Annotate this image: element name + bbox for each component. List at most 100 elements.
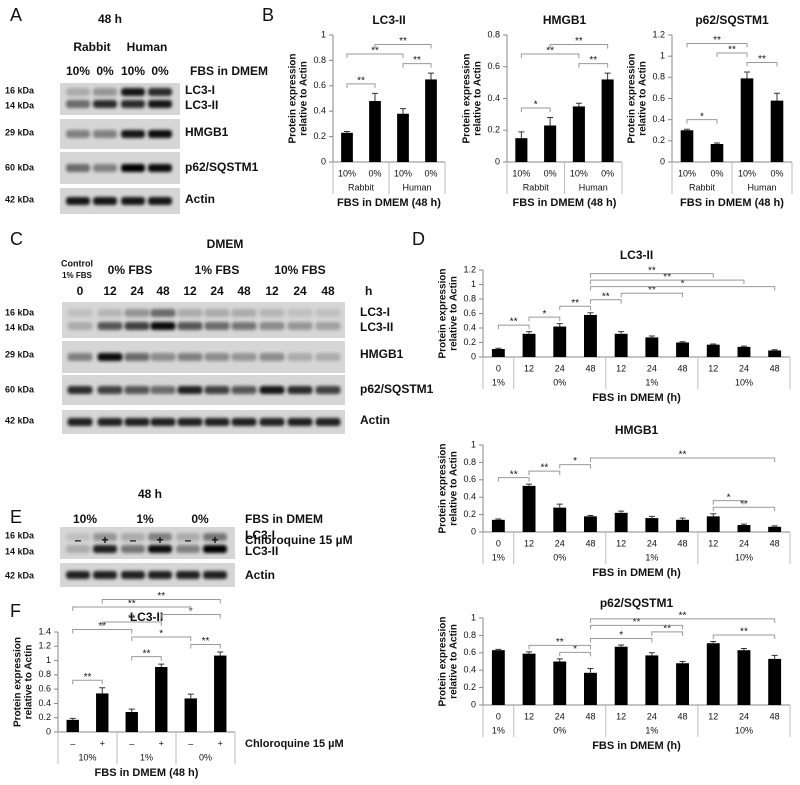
bar	[710, 144, 724, 162]
y-tick-label: 0.8	[38, 669, 51, 679]
error-bar	[428, 72, 434, 80]
error-bar	[128, 708, 135, 712]
bar	[680, 130, 694, 162]
panel-letter: F	[10, 601, 21, 621]
blot-band	[231, 386, 257, 394]
blot-band	[93, 545, 117, 553]
significance-bracket	[712, 634, 776, 639]
blot-band	[287, 309, 313, 317]
marker-label: 42 kDa	[5, 194, 35, 204]
y-tick-label: 0	[471, 526, 476, 536]
blot-band	[67, 418, 93, 426]
bar	[601, 79, 614, 162]
blot-group: 0%	[191, 512, 209, 526]
blot-band	[231, 353, 257, 361]
blot-band	[93, 130, 117, 138]
x-tick-label: 24	[647, 711, 657, 721]
x-tick-label: 24	[647, 363, 657, 373]
error-bar	[217, 651, 224, 656]
lane-label: 0%	[151, 64, 169, 78]
blot-band	[177, 353, 203, 361]
significance-label: *	[619, 630, 623, 641]
blot-band	[124, 353, 150, 361]
panel-letter: B	[262, 5, 274, 25]
bar	[645, 337, 659, 357]
significance-label: **	[728, 45, 736, 56]
y-tick-label: 0.4	[313, 106, 326, 116]
blot-band	[150, 322, 176, 330]
y-axis-label: relative to Actin	[449, 451, 460, 526]
error-bar	[740, 345, 747, 347]
significance-label: **	[663, 624, 671, 635]
blot-band	[148, 571, 172, 579]
error-bar	[587, 667, 594, 673]
protein-label: p62/SQSTM1	[185, 160, 259, 174]
lane-label: +	[156, 533, 163, 547]
bar	[369, 101, 381, 162]
bar	[768, 526, 782, 532]
error-bar	[587, 514, 594, 517]
group-label: 1%	[492, 552, 505, 562]
blot-header: 48 h	[98, 12, 122, 26]
significance-bracket	[346, 53, 404, 59]
bar	[676, 342, 689, 357]
significance-label: **	[202, 636, 210, 647]
blot-band	[97, 322, 123, 330]
significance-bracket	[589, 273, 714, 278]
blot-band	[176, 533, 200, 541]
bar	[553, 326, 567, 357]
x-tick-label: 0%	[710, 168, 723, 178]
y-axis-label: relative to Actin	[24, 645, 35, 720]
significance-label: **	[740, 627, 748, 638]
bar	[584, 314, 597, 357]
y-tick-label: 0.6	[463, 647, 476, 657]
lane-label: +	[211, 533, 218, 547]
group-label: 10%	[735, 552, 753, 562]
blot-band	[176, 545, 200, 553]
y-tick-label: 0.4	[487, 93, 500, 103]
blot-band	[259, 386, 285, 394]
panel-letter: A	[10, 5, 22, 25]
blot-band	[97, 386, 123, 394]
group-label: Rabbit	[523, 182, 550, 192]
x-tick-label: 48	[585, 711, 595, 721]
y-tick-label: 0.8	[487, 29, 500, 39]
bar	[491, 650, 505, 705]
y-tick-label: 0.8	[313, 55, 326, 65]
y-tick-label: 0.4	[463, 665, 476, 675]
bar	[614, 512, 628, 532]
lane-label: 48	[321, 284, 335, 298]
y-tick-label: 0.6	[463, 474, 476, 484]
x-tick-label: +	[218, 738, 223, 748]
significance-bracket	[589, 457, 776, 463]
lane-label: –	[130, 533, 137, 547]
group-label: Rabbit	[689, 182, 716, 192]
y-tick-label: 0.4	[38, 698, 51, 708]
y-tick-label: 1.2	[652, 29, 665, 39]
blot-band	[203, 533, 227, 541]
bar	[737, 650, 751, 705]
x-tick-label: 0	[496, 711, 501, 721]
error-bar	[495, 648, 502, 651]
significance-bracket	[716, 52, 748, 57]
blot-band	[93, 88, 117, 96]
y-axis-label: Protein expression	[438, 443, 449, 533]
x-tick-label: 10%	[678, 168, 696, 178]
y-tick-label: 1.2	[463, 264, 476, 274]
bar	[740, 78, 754, 162]
x-axis-label: FBS in DMEM (48 h)	[513, 197, 617, 209]
significance-bracket	[589, 286, 776, 291]
lane-label: 48	[156, 284, 170, 298]
significance-label: **	[633, 617, 641, 628]
lane-label: 12	[183, 284, 197, 298]
significance-bracket	[528, 316, 561, 322]
bar	[544, 125, 557, 162]
error-bar	[556, 503, 563, 508]
panel-letter: C	[10, 229, 23, 249]
y-tick-label: 0.4	[652, 114, 665, 124]
blot-band	[66, 88, 90, 96]
x-tick-label: +	[159, 738, 164, 748]
significance-label: *	[573, 456, 577, 467]
blot-header: 48 h	[138, 487, 162, 501]
